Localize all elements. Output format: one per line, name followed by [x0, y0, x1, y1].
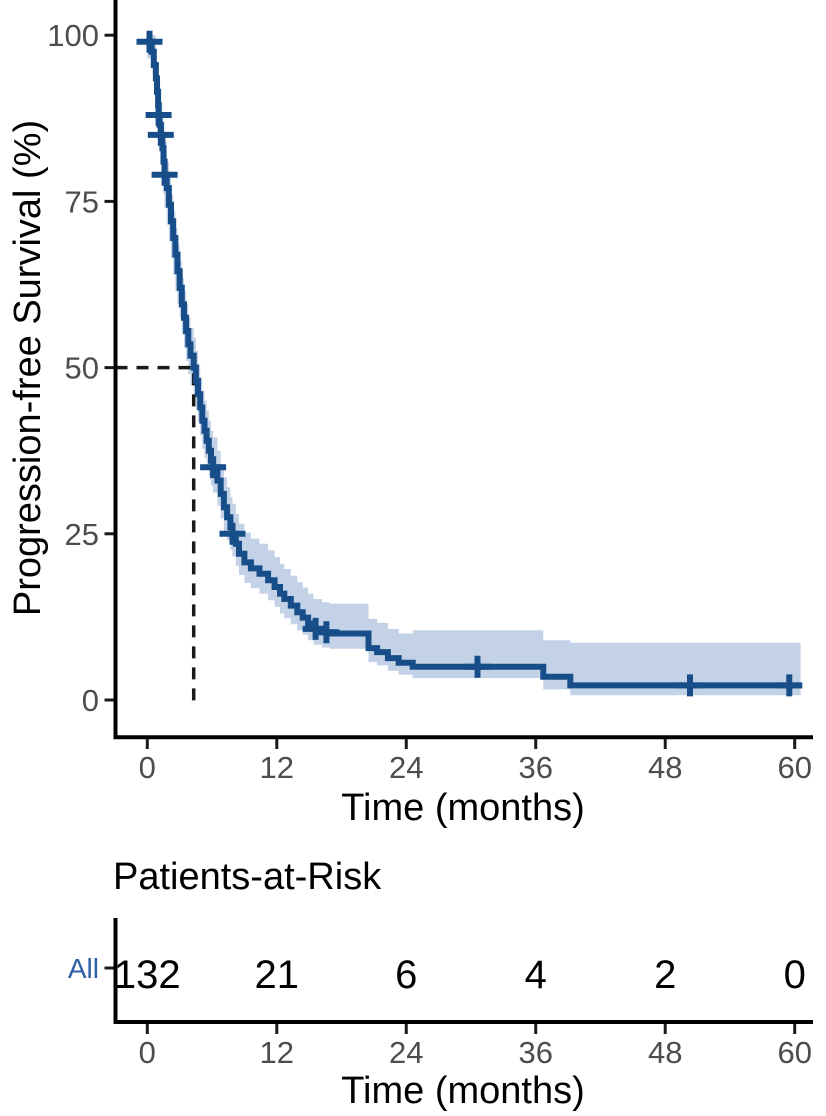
risk-x-tick-label: 12: [260, 1035, 294, 1070]
censor-plus-marks: [136, 30, 803, 697]
risk-table-layer: 132 21 6 4 2 0 0 12 24 36 48 60: [104, 953, 812, 1070]
risk-count: 6: [395, 953, 417, 997]
risk-count: 21: [255, 953, 300, 997]
median-annotation-layer: [115, 365, 196, 703]
confidence-band-layer: [147, 35, 801, 696]
x-tick-label: 60: [777, 750, 811, 785]
risk-x-tick-label: 48: [648, 1035, 682, 1070]
risk-x-tick-label: 60: [777, 1035, 811, 1070]
risk-count: 132: [114, 953, 181, 997]
y-tick-label: 100: [47, 18, 99, 53]
y-tick-label: 25: [65, 517, 99, 552]
risk-count: 4: [525, 953, 547, 997]
y-tick-label: 50: [65, 351, 99, 386]
x-tick-label: 12: [260, 750, 294, 785]
risk-count: 0: [784, 953, 806, 997]
risk-x-tick-label: 36: [518, 1035, 552, 1070]
x-tick-label: 36: [518, 750, 552, 785]
median-survival-dashed-line: [115, 365, 196, 703]
km-step-curve: [147, 38, 801, 689]
risk-row-label: All: [68, 953, 99, 984]
x-tick-label: 24: [389, 750, 423, 785]
risk-x-tick-label: 24: [389, 1035, 423, 1070]
risk-count: 2: [654, 953, 676, 997]
y-tick-label: 75: [65, 184, 99, 219]
ticks-layer: 0 25 50 75 100 0 12 24 36 48 60: [47, 18, 812, 785]
risk-table-title: Patients-at-Risk: [113, 856, 382, 898]
x-tick-label: 48: [648, 750, 682, 785]
x-axis-title: Time (months): [341, 787, 585, 829]
risk-x-tick-label: 0: [139, 1035, 156, 1070]
axes-layer: [113, 0, 813, 1024]
confidence-band: [147, 35, 801, 696]
y-tick-label: 0: [82, 683, 99, 718]
censor-marks-layer: [136, 30, 803, 697]
x-tick-label: 0: [139, 750, 156, 785]
km-curve-layer: [147, 38, 801, 689]
risk-x-axis-title: Time (months): [341, 1070, 585, 1112]
y-axis-title: Progression-free Survival (%): [7, 120, 49, 616]
